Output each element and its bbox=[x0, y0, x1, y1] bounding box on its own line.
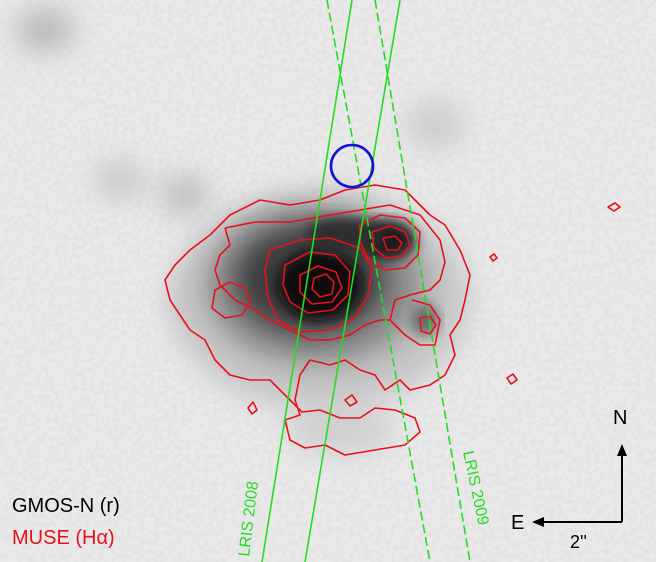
contour-west-blob bbox=[211, 281, 251, 319]
legend-muse: MUSE (Hα) bbox=[12, 527, 115, 549]
contour-inner-2 bbox=[299, 265, 343, 305]
contour-bottom bbox=[344, 394, 358, 407]
contour-core bbox=[311, 273, 335, 298]
compass bbox=[532, 444, 627, 527]
contour-ne-2 bbox=[371, 225, 411, 259]
contour-isolated-2 bbox=[489, 253, 498, 262]
legend-gmos: GMOS-N (r) bbox=[12, 495, 120, 517]
blue-circle-marker bbox=[329, 143, 375, 189]
contour-outer-2 bbox=[214, 204, 446, 346]
contour-mid bbox=[264, 237, 373, 333]
contour-ne-1 bbox=[359, 214, 421, 271]
lris-slits bbox=[261, 0, 471, 562]
galaxy bbox=[170, 190, 470, 410]
compass-north: N bbox=[613, 407, 627, 429]
compass-east: E bbox=[511, 512, 524, 534]
slit-2008-left-edge bbox=[261, 0, 353, 562]
north-arrowhead bbox=[617, 444, 627, 456]
contour-ne-3 bbox=[382, 235, 403, 251]
slit-2008-right-edge bbox=[304, 0, 401, 562]
contour-isolated-1 bbox=[607, 202, 621, 212]
slit-2009-left-edge bbox=[326, 0, 431, 562]
slit-2009-right-edge bbox=[374, 0, 471, 562]
contour-left-small bbox=[247, 401, 258, 415]
compass-scale: 2'' bbox=[570, 532, 587, 552]
contour-isolated-3 bbox=[506, 373, 518, 385]
east-arrowhead bbox=[532, 517, 544, 527]
contour-inner-1 bbox=[282, 251, 351, 314]
